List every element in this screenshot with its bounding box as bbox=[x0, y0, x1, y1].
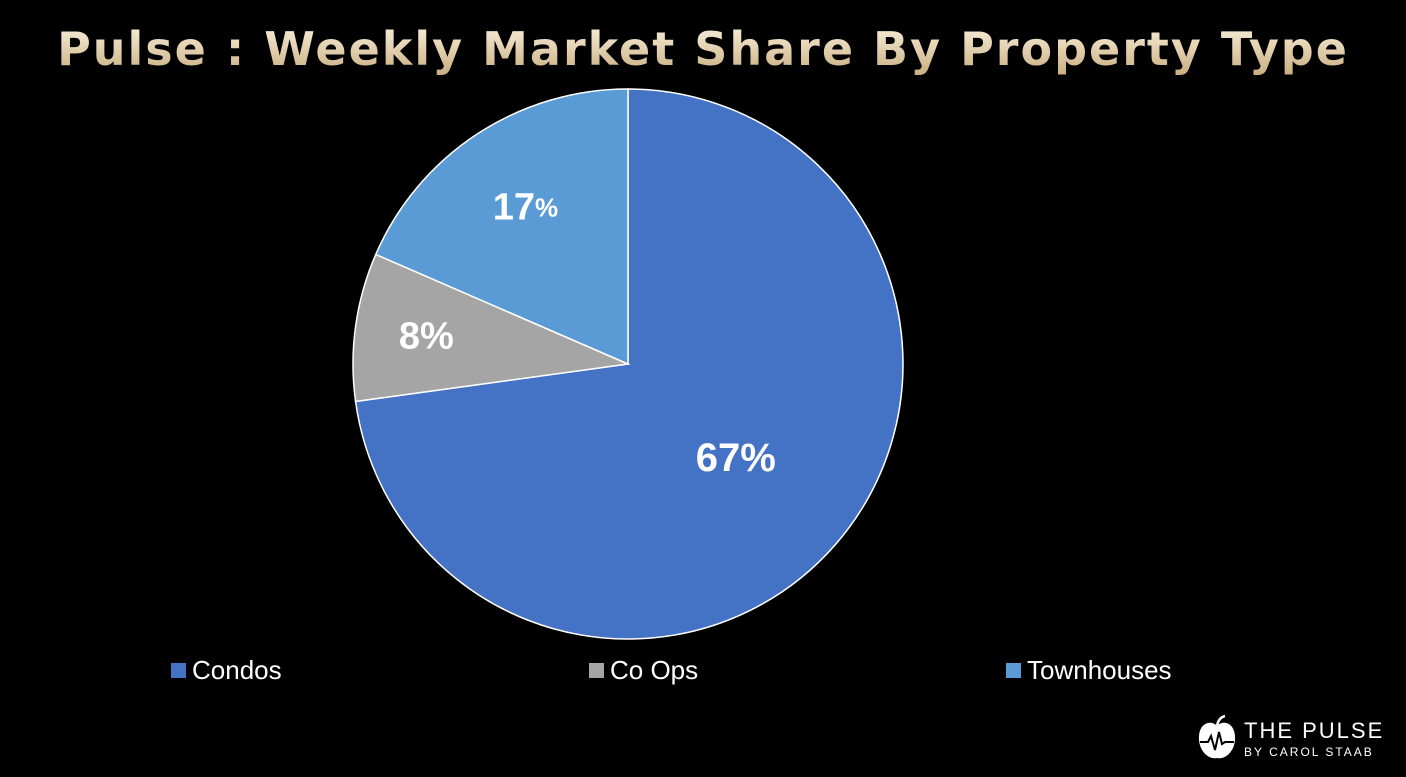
pie-slice-co-ops bbox=[352, 253, 631, 403]
brand-name: THE PULSE bbox=[1244, 718, 1385, 743]
legend-label: Townhouses bbox=[1027, 655, 1172, 685]
legend-item-co-ops: Co Ops bbox=[589, 655, 698, 686]
legend-item-condos: Condos bbox=[171, 655, 282, 686]
legend-swatch bbox=[1006, 663, 1021, 678]
brand-logo: THE PULSE BY CAROL STAAB bbox=[1196, 712, 1396, 764]
legend-swatch bbox=[171, 663, 186, 678]
brand-subtitle: BY CAROL STAAB bbox=[1244, 745, 1374, 759]
pie-slice-townhouses bbox=[374, 88, 629, 366]
legend-item-townhouses: Townhouses bbox=[1006, 655, 1172, 686]
apple-pulse-icon bbox=[1198, 714, 1236, 759]
legend-swatch bbox=[589, 663, 604, 678]
pie-chart: 67% 8% 17% bbox=[352, 88, 904, 640]
data-label-condos: 67% bbox=[696, 436, 776, 480]
data-label-co-ops: 8% bbox=[399, 315, 454, 357]
chart-title: Pulse : Weekly Market Share By Property … bbox=[0, 22, 1406, 76]
chart-legend: Condos Co Ops Townhouses bbox=[0, 655, 1406, 687]
legend-label: Condos bbox=[192, 655, 282, 685]
legend-label: Co Ops bbox=[610, 655, 699, 685]
data-label-townhouses: 17% bbox=[493, 187, 558, 229]
